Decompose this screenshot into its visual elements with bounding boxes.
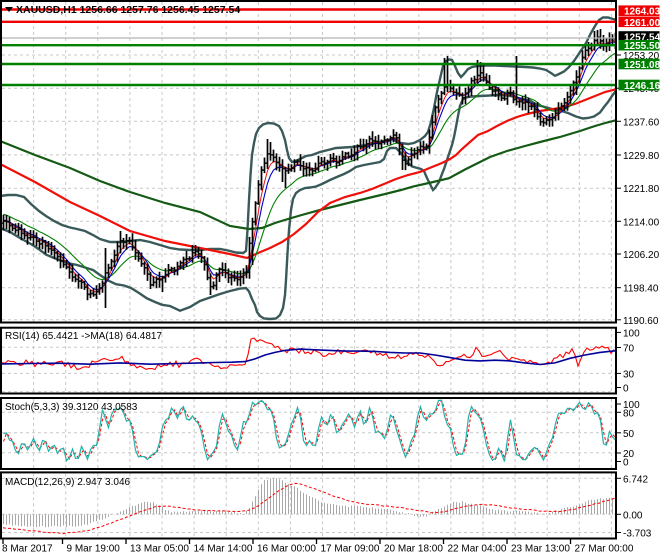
svg-text:70: 70 (623, 344, 635, 355)
svg-text:50: 50 (623, 429, 635, 440)
svg-text:Stoch(5,3,3) 39.3120 43.0583: Stoch(5,3,3) 39.3120 43.0583 (5, 402, 138, 413)
svg-text:1257.54: 1257.54 (624, 33, 660, 44)
svg-text:1246.16: 1246.16 (624, 81, 660, 92)
svg-text:-3.703: -3.703 (623, 529, 652, 540)
svg-text:20: 20 (623, 449, 635, 460)
svg-text:1190.60: 1190.60 (623, 316, 659, 327)
svg-text:22 Mar 04:00: 22 Mar 04:00 (448, 544, 507, 555)
svg-text:1198.40: 1198.40 (623, 284, 659, 295)
svg-text:1251.08: 1251.08 (624, 60, 660, 71)
svg-text:0: 0 (623, 384, 629, 395)
svg-text:1264.03: 1264.03 (624, 7, 660, 18)
svg-text:23 Mar 13:00: 23 Mar 13:00 (511, 544, 570, 555)
svg-text:27 Mar 00:00: 27 Mar 00:00 (575, 544, 634, 555)
svg-text:1255.50: 1255.50 (624, 41, 660, 52)
svg-text:6.742: 6.742 (623, 474, 648, 485)
svg-text:1229.80: 1229.80 (623, 151, 660, 162)
svg-text:1206.20: 1206.20 (623, 250, 660, 261)
svg-text:30: 30 (623, 369, 635, 380)
svg-text:16 Mar 00:00: 16 Mar 00:00 (257, 544, 316, 555)
svg-text:14 Mar 14:00: 14 Mar 14:00 (194, 544, 253, 555)
svg-text:0.00: 0.00 (623, 510, 643, 521)
svg-text:17 Mar 09:00: 17 Mar 09:00 (321, 544, 380, 555)
svg-text:9 Mar 19:00: 9 Mar 19:00 (67, 544, 121, 555)
svg-text:1214.00: 1214.00 (623, 217, 660, 228)
svg-text:13 Mar 05:00: 13 Mar 05:00 (130, 544, 189, 555)
svg-text:RSI(14) 65.4421 ->MA(18) 64.4: RSI(14) 65.4421 ->MA(18) 64.4817 (5, 331, 162, 342)
svg-text:1261.00: 1261.00 (624, 18, 660, 29)
svg-text:8 Mar 2017: 8 Mar 2017 (2, 544, 53, 555)
svg-text:1253.20: 1253.20 (623, 51, 660, 62)
svg-text:100: 100 (623, 400, 640, 411)
svg-text:0: 0 (623, 458, 629, 469)
svg-text:MACD(12,26,9) 2.947 3.046: MACD(12,26,9) 2.947 3.046 (5, 477, 131, 488)
svg-text:1221.80: 1221.80 (623, 184, 660, 195)
svg-text:100: 100 (623, 328, 640, 339)
svg-text:1237.60: 1237.60 (623, 117, 660, 128)
svg-text:XAUUSD,H1 1256.66 1257.76 125: XAUUSD,H1 1256.66 1257.76 1256.45 1257.5… (16, 4, 240, 16)
svg-text:20 Mar 18:00: 20 Mar 18:00 (384, 544, 443, 555)
svg-text:80: 80 (623, 408, 635, 419)
